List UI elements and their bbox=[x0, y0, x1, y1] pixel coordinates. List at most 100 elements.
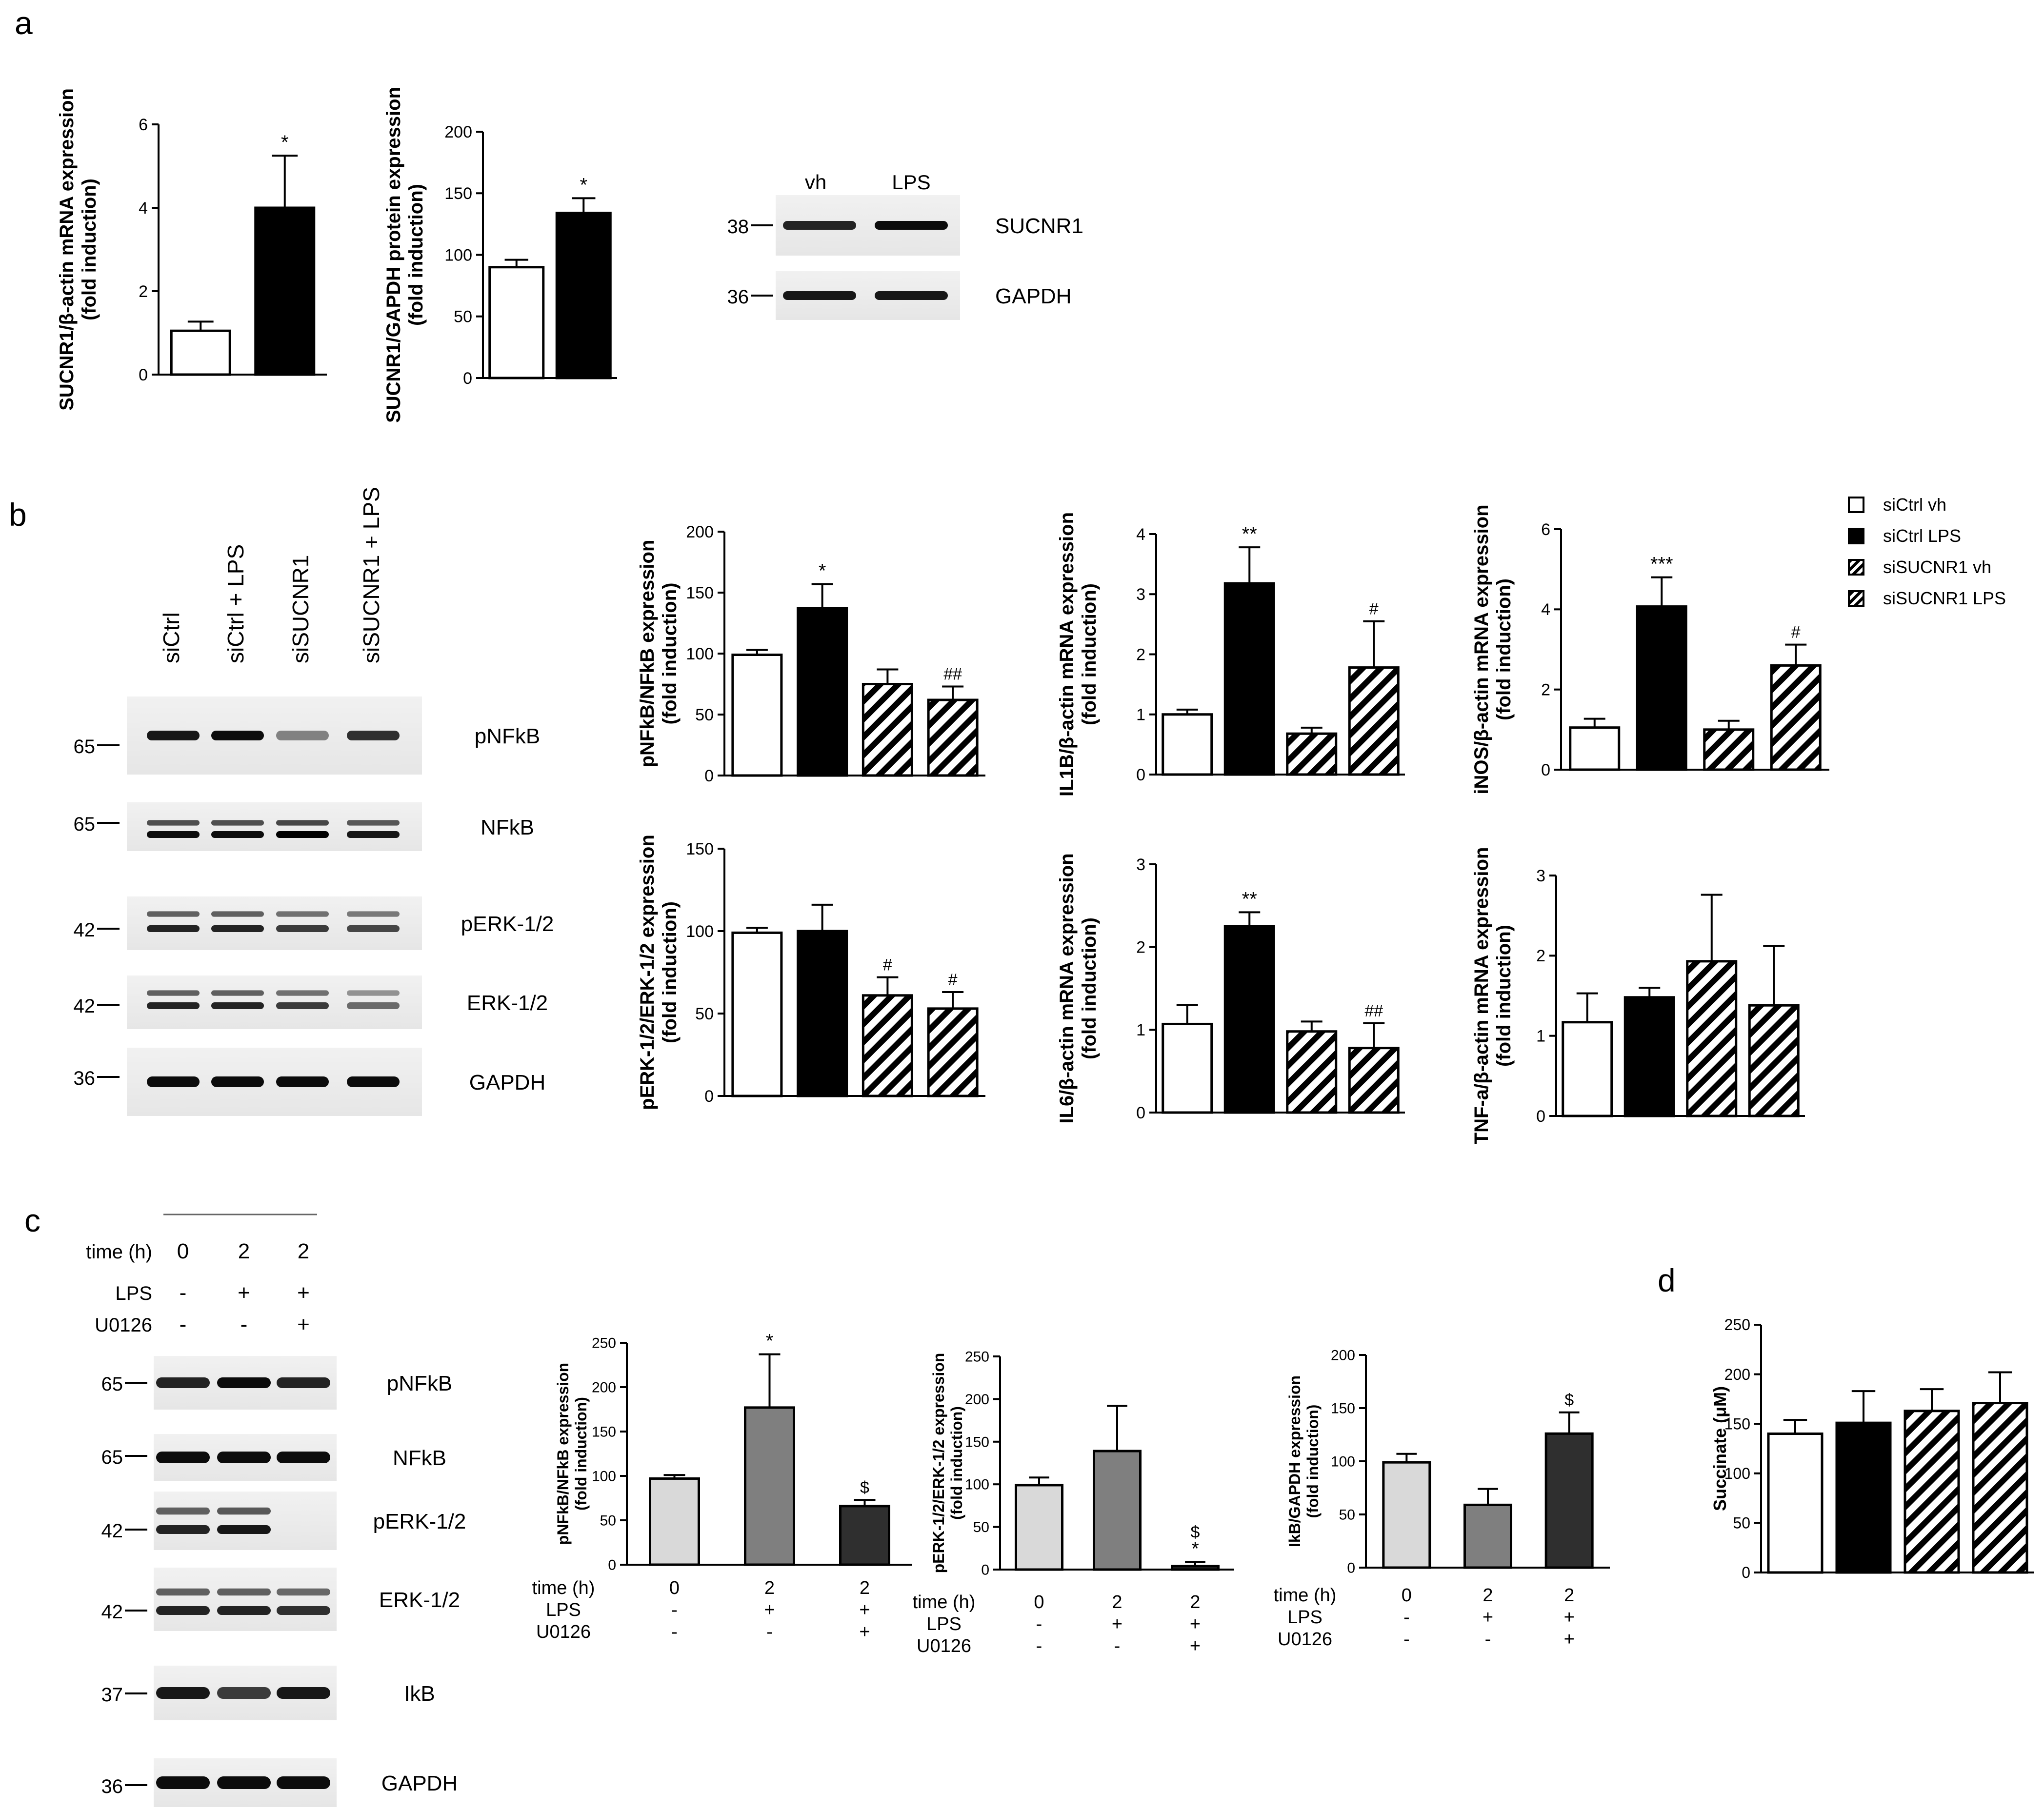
y-axis-label-line: pERK-1/2/ERK-1/2 expression bbox=[637, 835, 658, 1110]
bar bbox=[1286, 732, 1338, 776]
protein-label: GAPDH bbox=[469, 1071, 545, 1095]
bar bbox=[1223, 582, 1275, 776]
blot-panel-a: 38 SUCNR1 36 GAPDH vh LPS bbox=[727, 171, 1083, 320]
blot-band bbox=[147, 1002, 200, 1009]
bar bbox=[744, 1406, 795, 1566]
significance-label: $ bbox=[1191, 1523, 1200, 1541]
blot-band bbox=[875, 291, 948, 300]
blot-band bbox=[277, 1606, 330, 1615]
condition-label: U0126 bbox=[95, 1314, 152, 1336]
blot-panel-b: 65 pNFkB 65 NFkB 42 pERK-1/2 42 ERK-1/2 36 GAPDH s… bbox=[74, 487, 554, 1116]
y-axis-label: pERK-1/2/ERK-1/2 expression(fold inducti… bbox=[930, 1353, 965, 1573]
bar bbox=[1015, 1484, 1063, 1571]
blot-band bbox=[276, 911, 329, 917]
mw-marker: 36 bbox=[74, 1068, 96, 1089]
bar bbox=[1286, 1030, 1338, 1114]
blot-band bbox=[347, 911, 400, 917]
y-tick-label: 100 bbox=[686, 922, 714, 941]
y-tick-label: 100 bbox=[686, 645, 714, 663]
condition-value: + bbox=[238, 1281, 250, 1305]
condition-value: - bbox=[671, 1600, 678, 1620]
y-axis-label: SUCNR1/β-actin mRNA expression(fold indu… bbox=[56, 88, 100, 411]
blot-band bbox=[156, 1377, 210, 1388]
y-tick-label: 0 bbox=[1136, 1104, 1145, 1122]
significance-label: ** bbox=[1242, 523, 1257, 545]
significance-label: ## bbox=[943, 665, 962, 684]
significance-label: * bbox=[1191, 1538, 1199, 1559]
bar bbox=[1770, 664, 1822, 771]
condition-value: + bbox=[859, 1600, 870, 1620]
panel-label-c: c bbox=[24, 1202, 40, 1238]
y-tick-label: 100 bbox=[592, 1469, 616, 1485]
y-tick-label: 2 bbox=[1536, 947, 1545, 965]
mw-marker: 42 bbox=[74, 919, 96, 941]
protein-label: SUCNR1 bbox=[995, 214, 1083, 238]
y-tick-label: 4 bbox=[1136, 525, 1145, 544]
blot-band bbox=[276, 925, 329, 932]
condition-value: + bbox=[764, 1600, 775, 1620]
mw-marker: 37 bbox=[101, 1684, 123, 1706]
condition-value: 0 bbox=[1034, 1592, 1044, 1612]
bar bbox=[1171, 1565, 1220, 1571]
blot-band bbox=[211, 820, 264, 826]
condition-value: - bbox=[180, 1313, 187, 1336]
y-tick-label: 150 bbox=[444, 184, 472, 203]
blot-band bbox=[147, 911, 200, 917]
y-tick-label: 200 bbox=[592, 1380, 616, 1396]
blot-band bbox=[211, 911, 264, 917]
legend: siCtrl vh siCtrl LPS siSUCNR1 vh siSUCNR… bbox=[1848, 495, 2006, 608]
y-tick-label: 100 bbox=[965, 1477, 989, 1493]
condition-label: time (h) bbox=[1274, 1585, 1337, 1606]
y-axis-label: Succinate (μM) bbox=[1710, 1386, 1730, 1511]
blot-band bbox=[347, 1002, 400, 1009]
mw-marker: 42 bbox=[74, 995, 96, 1017]
chart-b-3: 0 1 2 3 4 IL1B/β-actin mRNA expression(fold i… bbox=[1056, 512, 1405, 796]
blot-band bbox=[211, 990, 264, 996]
condition-value: + bbox=[1190, 1614, 1201, 1634]
bar bbox=[731, 931, 783, 1097]
bar bbox=[1162, 713, 1213, 776]
blot-band bbox=[277, 1588, 330, 1596]
protein-label: ERK-1/2 bbox=[379, 1588, 460, 1612]
y-axis-label: IL1B/β-actin mRNA expression(fold induct… bbox=[1056, 512, 1100, 796]
significance-label: ** bbox=[1242, 888, 1257, 910]
blot-strip: 65 NFkB bbox=[101, 1434, 446, 1481]
chart-d-11: 0 50 100 150 200 250 Succinate (μM) bbox=[1710, 1316, 2034, 1581]
protein-label: ERK-1/2 bbox=[467, 991, 548, 1015]
blot-strip: 42 ERK-1/2 bbox=[101, 1568, 460, 1631]
chart-b-7: 0 1 2 3 TNF-a/β-actin mRNA expression(fold i… bbox=[1471, 847, 1805, 1144]
bar bbox=[862, 994, 913, 1097]
bar bbox=[927, 698, 979, 777]
significance-label: * bbox=[766, 1331, 774, 1352]
condition-label: LPS bbox=[1287, 1607, 1323, 1628]
blot-band bbox=[347, 731, 400, 740]
condition-value: 2 bbox=[860, 1578, 870, 1598]
condition-value: + bbox=[1112, 1614, 1122, 1634]
blot-band bbox=[276, 820, 329, 826]
y-tick-label: 50 bbox=[695, 1005, 714, 1023]
blot-band bbox=[147, 1076, 200, 1087]
y-tick-label: 0 bbox=[981, 1562, 989, 1578]
mw-marker: 36 bbox=[727, 286, 749, 308]
blot-strip: 36 GAPDH bbox=[74, 1048, 545, 1116]
y-axis-label: pNFkB/NFkB expression(fold induction) bbox=[554, 1363, 590, 1545]
condition-value: - bbox=[1114, 1636, 1121, 1656]
blot-membrane bbox=[154, 1492, 337, 1550]
significance-label: $ bbox=[1564, 1391, 1574, 1410]
bar bbox=[1093, 1450, 1142, 1571]
y-axis-label-line: iNOS/β-actin mRNA expression bbox=[1471, 504, 1492, 794]
y-tick-label: 0 bbox=[1347, 1560, 1355, 1576]
blot-band bbox=[147, 831, 200, 838]
lane-label: siSUCNR1 bbox=[288, 555, 313, 663]
y-tick-label: 3 bbox=[1136, 856, 1145, 874]
y-tick-label: 6 bbox=[1541, 520, 1550, 539]
y-tick-label: 0 bbox=[608, 1557, 616, 1573]
y-axis-label-line: (fold induction) bbox=[659, 901, 681, 1043]
blot-band bbox=[217, 1452, 271, 1463]
y-tick-label: 4 bbox=[1541, 600, 1550, 619]
bar bbox=[731, 654, 783, 777]
blot-strip: 65 NFkB bbox=[74, 802, 534, 851]
y-axis-label-line: (fold induction) bbox=[659, 582, 681, 724]
y-tick-label: 150 bbox=[686, 584, 714, 602]
